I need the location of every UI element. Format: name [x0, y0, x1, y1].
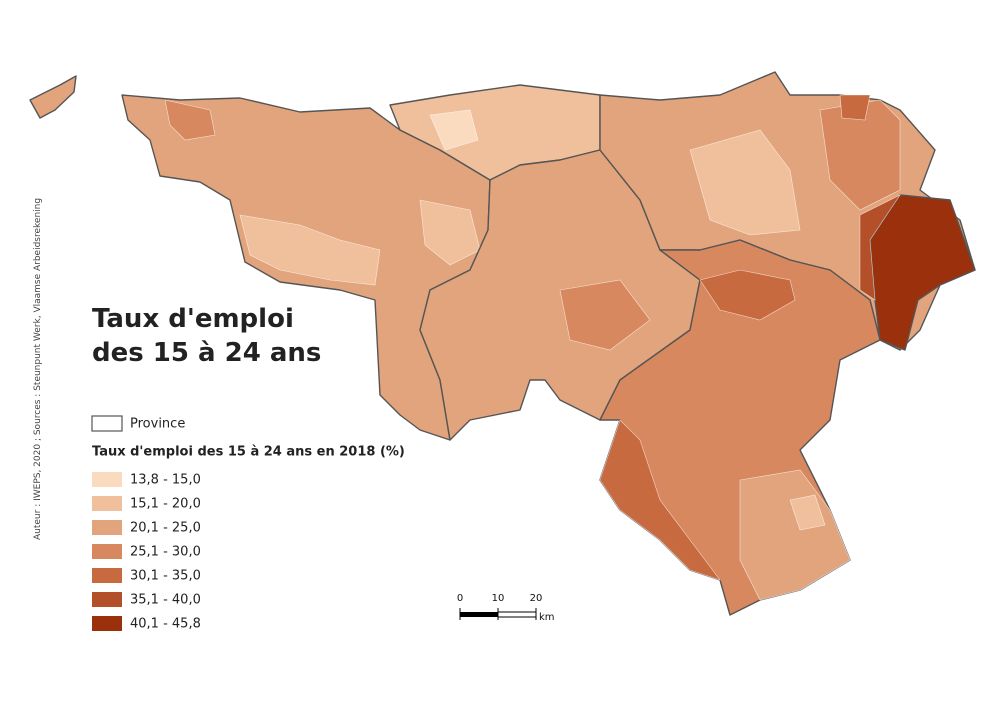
source: Auteur : IWEPS, 2020 ; Sources : Steunpu… [33, 198, 43, 540]
region [839, 94, 871, 121]
legend-label: 30,1 - 35,0 [130, 569, 201, 584]
legend-swatch [92, 496, 122, 511]
legend-label: 20,1 - 25,0 [130, 521, 201, 536]
scale-tick-label: 20 [530, 593, 543, 604]
scale-tick-label: 0 [457, 593, 463, 604]
legend-province: Province [130, 417, 185, 432]
region [559, 279, 651, 351]
map-regions [29, 71, 976, 616]
region [419, 199, 481, 266]
region [689, 129, 801, 236]
scale-bar: 0 10 20 km [457, 593, 555, 623]
title-line: des 15 à 24 ans [92, 338, 321, 368]
region [239, 214, 381, 286]
title-line: Taux d'emploi [92, 304, 294, 334]
legend-label: 40,1 - 45,8 [130, 617, 201, 632]
region-east [869, 194, 976, 351]
legend-swatch [92, 520, 122, 535]
region [859, 194, 901, 301]
region [739, 469, 851, 601]
legend-label: 15,1 - 20,0 [130, 497, 201, 512]
scale-segment [460, 612, 498, 617]
region [699, 269, 796, 321]
legend-title: Taux d'emploi des 15 à 24 ans en 2018 (%… [92, 445, 405, 460]
legend-label: 13,8 - 15,0 [130, 473, 201, 488]
region [599, 419, 721, 581]
region [164, 99, 216, 141]
legend-swatch [92, 568, 122, 583]
legend-swatch [92, 544, 122, 559]
legend-label: 25,1 - 30,0 [130, 545, 201, 560]
legend: 13,8 - 15,0 15,1 - 20,0 20,1 - 25,0 25,1 - … [92, 472, 201, 632]
legend-swatch [92, 472, 122, 487]
scale-unit: km [539, 612, 555, 623]
legend-swatch [92, 592, 122, 607]
legend-swatch [92, 616, 122, 631]
region [819, 99, 901, 211]
legend-label: 35,1 - 40,0 [130, 593, 201, 608]
scale-segment [497, 611, 537, 618]
region [429, 109, 479, 151]
region [789, 494, 826, 531]
province-swatch [91, 415, 123, 432]
region [29, 75, 77, 119]
scale-tick-label: 10 [492, 593, 505, 604]
